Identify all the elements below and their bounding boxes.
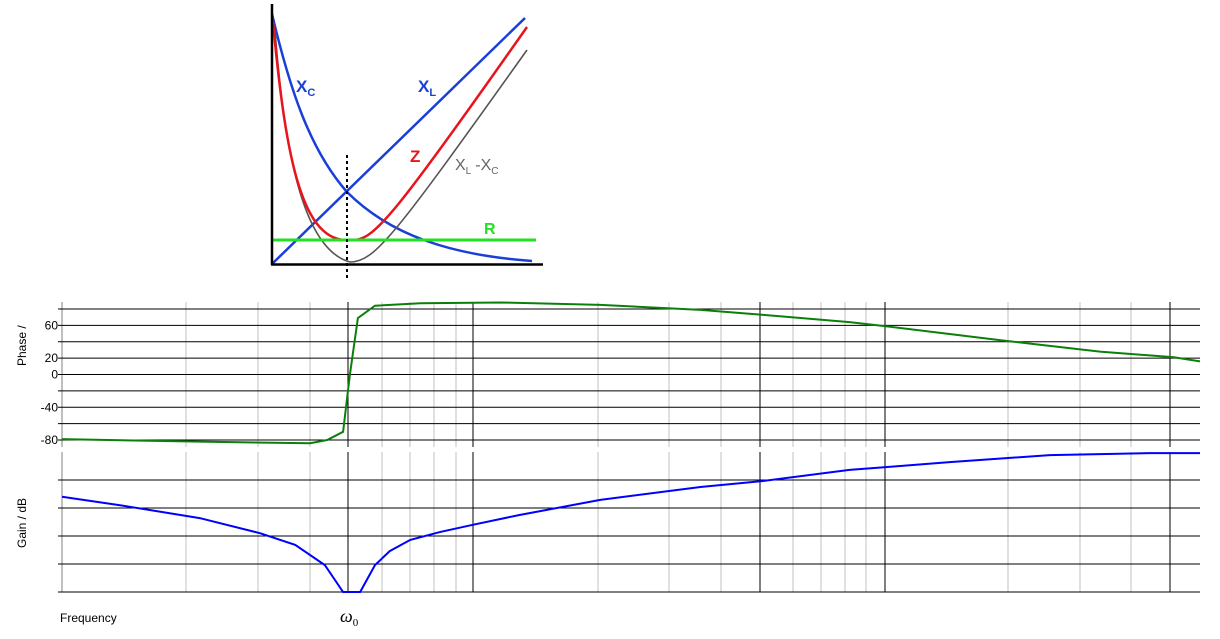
phase-tick-label: 60 bbox=[45, 318, 59, 332]
phase-series bbox=[61, 301, 1201, 445]
phase-tick-label: -40 bbox=[41, 400, 59, 414]
gain-axis-label: Gain / dB bbox=[15, 498, 29, 548]
r-label: R bbox=[484, 221, 496, 238]
z-label: Z bbox=[410, 147, 420, 166]
reactance-diagram: XC XL Z XL -XC R bbox=[270, 4, 543, 281]
phase-tick-label: 20 bbox=[45, 351, 59, 365]
phase-axis-label: Phase / bbox=[15, 325, 29, 366]
xl-line bbox=[271, 17, 526, 265]
xl-label: XL bbox=[418, 77, 436, 99]
gain-series bbox=[61, 452, 1200, 593]
phase-tick-labels: 60 20 0 -40 -80 bbox=[41, 318, 59, 447]
phase-tick-label: 0 bbox=[51, 368, 58, 382]
bode-grid bbox=[58, 302, 1200, 593]
diff-label: XL -XC bbox=[455, 157, 498, 177]
xc-label: XC bbox=[296, 77, 315, 99]
phase-tick-label: -80 bbox=[41, 433, 59, 447]
omega0-tick-label: ω0 bbox=[340, 606, 359, 629]
frequency-axis-label: Frequency bbox=[60, 611, 117, 625]
